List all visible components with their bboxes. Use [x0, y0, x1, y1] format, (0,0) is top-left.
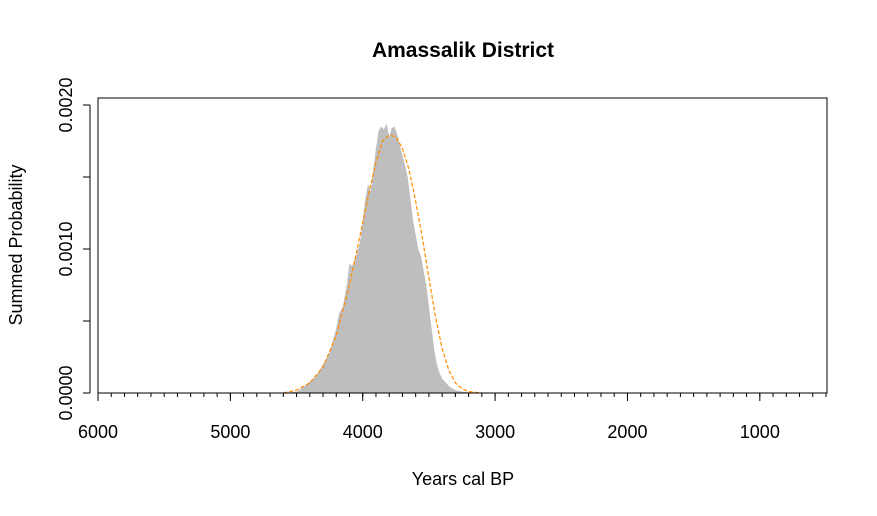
chart-title: Amassalik District: [372, 39, 554, 62]
x-tick-label: 1000: [740, 422, 780, 442]
x-tick-label: 3000: [475, 422, 515, 442]
y-axis: 0.0000 0.0010 0.0020: [56, 77, 91, 421]
x-tick-label: 5000: [210, 422, 250, 442]
y-tick-label: 0.0010: [56, 221, 76, 276]
y-tick-label: 0.0020: [56, 77, 76, 132]
x-axis-label: Years cal BP: [412, 469, 514, 489]
plot-frame: [97, 97, 828, 394]
x-axis: 6000 5000 4000 3000 2000 1000: [78, 393, 827, 442]
x-tick-label: 2000: [607, 422, 647, 442]
y-axis-label: Summed Probability: [6, 164, 26, 325]
fitted-curve-line: [283, 134, 482, 394]
plot-area: [283, 123, 482, 394]
x-tick-label: 6000: [78, 422, 118, 442]
spd-area: [283, 123, 482, 393]
x-tick-label: 4000: [343, 422, 383, 442]
y-tick-label: 0.0000: [56, 365, 76, 420]
